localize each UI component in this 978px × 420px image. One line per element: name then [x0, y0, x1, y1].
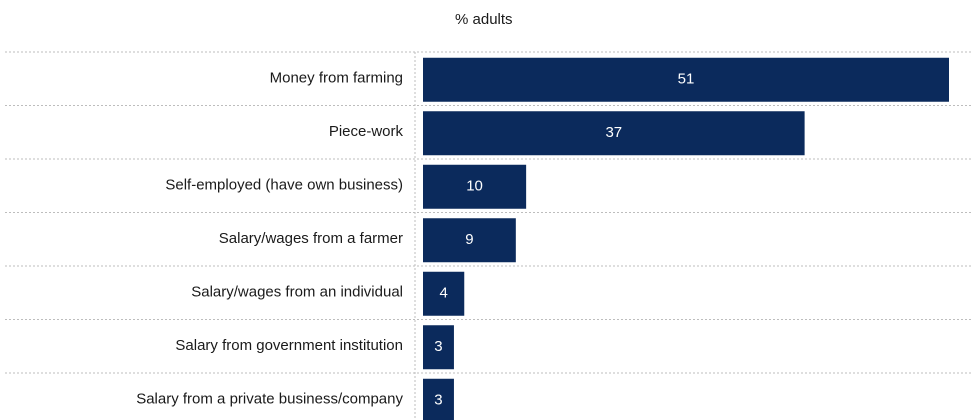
bar: [423, 271, 465, 316]
unit-label: % adults: [455, 11, 513, 28]
bar-value-label: 3: [434, 392, 442, 409]
category-label: Money from farming: [270, 70, 403, 87]
bar: [423, 218, 516, 263]
bar-value-label: 3: [434, 338, 442, 355]
bar: [423, 164, 527, 209]
bar-value-label: 10: [466, 178, 483, 195]
bar-value-label: 9: [465, 231, 473, 248]
bar-value-label: 51: [678, 71, 695, 88]
bar: [423, 111, 805, 156]
bar: [423, 57, 949, 102]
category-label: Salary from government institution: [175, 337, 403, 354]
category-labels: Money from farming Piece-work Self-employe…: [136, 70, 403, 408]
gridlines: [5, 51, 972, 420]
category-label: Salary/wages from an individual: [191, 284, 403, 301]
category-label: Salary/wages from a farmer: [219, 230, 403, 247]
bar: [423, 325, 454, 370]
bars: 51 37 10 9 4 3 3: [423, 57, 949, 420]
category-label: Salary from a private business/company: [136, 391, 403, 408]
category-label: Self-employed (have own business): [165, 177, 403, 194]
bar-value-label: 4: [439, 285, 447, 302]
category-label: Piece-work: [329, 123, 404, 140]
bar-value-label: 37: [605, 124, 622, 141]
bar: [423, 378, 454, 420]
